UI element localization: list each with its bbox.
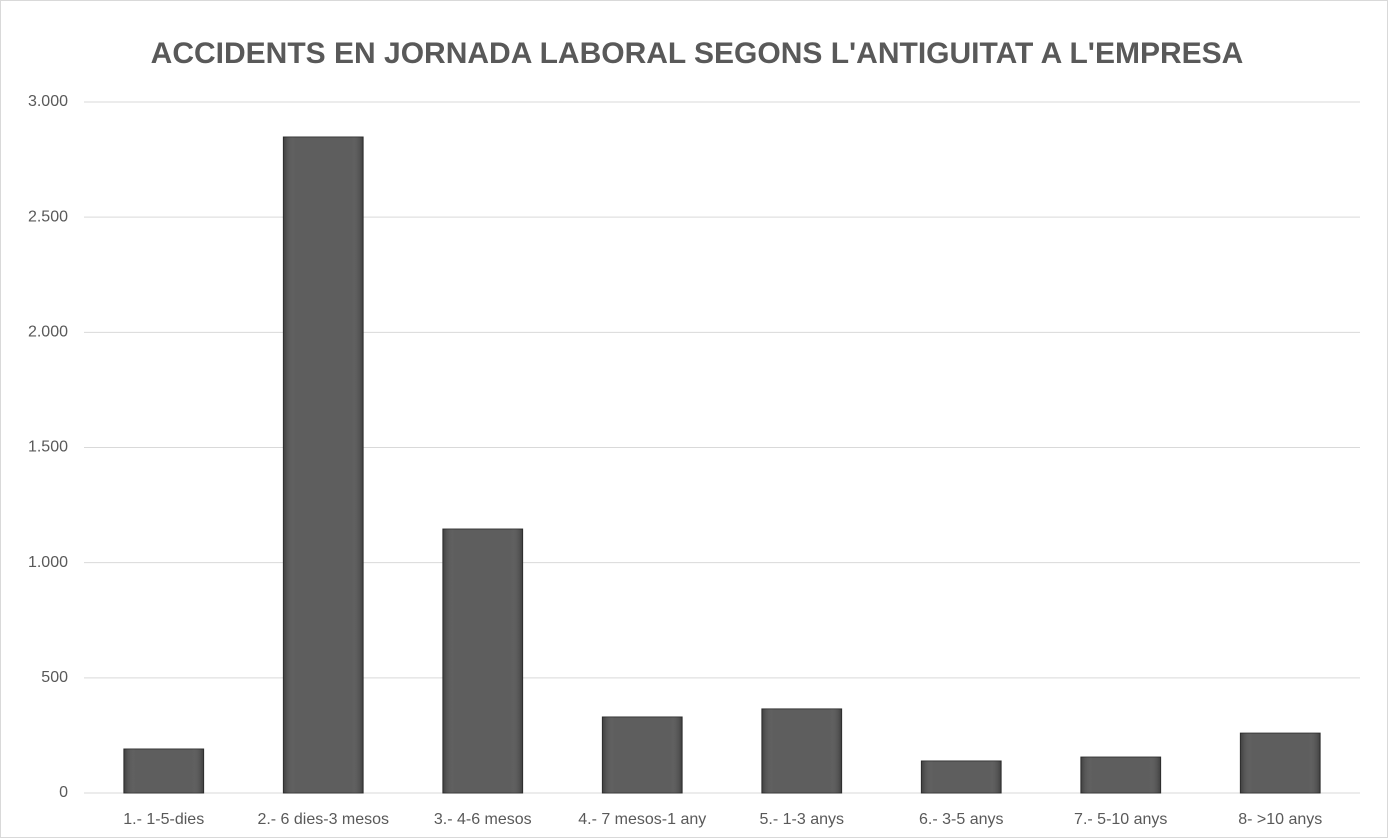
y-tick-label: 1.000: [28, 554, 68, 571]
bar: [1239, 732, 1321, 794]
y-tick-label: 2.000: [28, 324, 68, 341]
y-tick-label: 0: [59, 784, 68, 801]
chart-title: ACCIDENTS EN JORNADA LABORAL SEGONS L'AN…: [151, 37, 1244, 70]
bar: [920, 760, 1002, 794]
x-tick-label: 5.- 1-3 anys: [760, 811, 844, 828]
x-tick-label: 1.- 1-5-dies: [123, 811, 204, 828]
y-tick-label: 1.500: [28, 439, 68, 456]
x-tick-label: 3.- 4-6 mesos: [434, 811, 532, 828]
y-tick-label: 500: [41, 669, 68, 686]
y-tick-label: 3.000: [28, 93, 68, 110]
bar: [1080, 756, 1162, 794]
y-tick-label: 2.500: [28, 208, 68, 225]
bar: [123, 748, 205, 794]
x-tick-label: 7.- 5-10 anys: [1074, 811, 1167, 828]
x-tick-label: 4.- 7 mesos-1 any: [578, 811, 706, 828]
x-tick-label: 8- >10 anys: [1238, 811, 1322, 828]
bar: [282, 136, 364, 794]
x-tick-label: 6.- 3-5 anys: [919, 811, 1003, 828]
x-tick-label: 2.- 6 dies-3 mesos: [257, 811, 389, 828]
bar: [761, 708, 843, 794]
bar: [601, 716, 683, 794]
bar: [442, 528, 524, 794]
